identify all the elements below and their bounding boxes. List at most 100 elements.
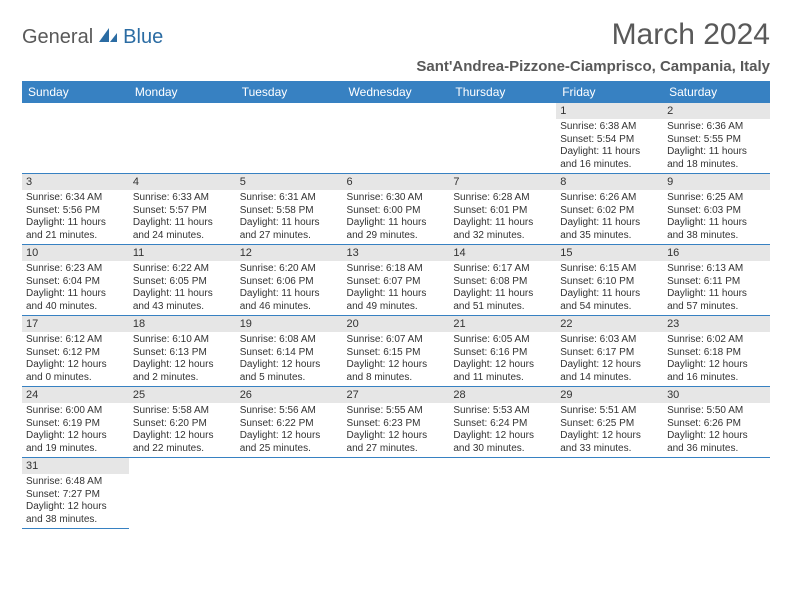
- calendar-cell: 12Sunrise: 6:20 AMSunset: 6:06 PMDayligh…: [236, 245, 343, 316]
- calendar-cell: [343, 103, 450, 174]
- day-number: 23: [663, 316, 770, 332]
- day-number: 2: [663, 103, 770, 119]
- day-number: 10: [22, 245, 129, 261]
- calendar-cell: 1Sunrise: 6:38 AMSunset: 5:54 PMDaylight…: [556, 103, 663, 174]
- calendar-cell: 5Sunrise: 6:31 AMSunset: 5:58 PMDaylight…: [236, 174, 343, 245]
- day-number: 30: [663, 387, 770, 403]
- day-number: 8: [556, 174, 663, 190]
- calendar-cell: 9Sunrise: 6:25 AMSunset: 6:03 PMDaylight…: [663, 174, 770, 245]
- day-number: 25: [129, 387, 236, 403]
- day-details: Sunrise: 5:55 AMSunset: 6:23 PMDaylight:…: [343, 403, 450, 457]
- calendar-cell: [343, 458, 450, 529]
- day-details: Sunrise: 6:23 AMSunset: 6:04 PMDaylight:…: [22, 261, 129, 315]
- day-number: 12: [236, 245, 343, 261]
- day-number: 29: [556, 387, 663, 403]
- day-details: Sunrise: 6:07 AMSunset: 6:15 PMDaylight:…: [343, 332, 450, 386]
- day-details: Sunrise: 6:34 AMSunset: 5:56 PMDaylight:…: [22, 190, 129, 244]
- day-details: Sunrise: 6:17 AMSunset: 6:08 PMDaylight:…: [449, 261, 556, 315]
- day-number: 6: [343, 174, 450, 190]
- day-details: Sunrise: 6:02 AMSunset: 6:18 PMDaylight:…: [663, 332, 770, 386]
- calendar-cell: 6Sunrise: 6:30 AMSunset: 6:00 PMDaylight…: [343, 174, 450, 245]
- calendar-cell: 21Sunrise: 6:05 AMSunset: 6:16 PMDayligh…: [449, 316, 556, 387]
- day-details: Sunrise: 6:22 AMSunset: 6:05 PMDaylight:…: [129, 261, 236, 315]
- day-number: 31: [22, 458, 129, 474]
- title-block: March 2024 Sant'Andrea-Pizzone-Ciamprisc…: [416, 18, 770, 75]
- day-number: 22: [556, 316, 663, 332]
- day-details: Sunrise: 5:53 AMSunset: 6:24 PMDaylight:…: [449, 403, 556, 457]
- day-number: 17: [22, 316, 129, 332]
- calendar-cell: 18Sunrise: 6:10 AMSunset: 6:13 PMDayligh…: [129, 316, 236, 387]
- day-number: 19: [236, 316, 343, 332]
- calendar-cell: 25Sunrise: 5:58 AMSunset: 6:20 PMDayligh…: [129, 387, 236, 458]
- calendar-row: 24Sunrise: 6:00 AMSunset: 6:19 PMDayligh…: [22, 387, 770, 458]
- calendar-cell: 30Sunrise: 5:50 AMSunset: 6:26 PMDayligh…: [663, 387, 770, 458]
- day-details: Sunrise: 5:56 AMSunset: 6:22 PMDaylight:…: [236, 403, 343, 457]
- day-number: 21: [449, 316, 556, 332]
- day-details: Sunrise: 6:05 AMSunset: 6:16 PMDaylight:…: [449, 332, 556, 386]
- day-details: Sunrise: 6:10 AMSunset: 6:13 PMDaylight:…: [129, 332, 236, 386]
- day-details: Sunrise: 6:15 AMSunset: 6:10 PMDaylight:…: [556, 261, 663, 315]
- day-details: Sunrise: 6:26 AMSunset: 6:02 PMDaylight:…: [556, 190, 663, 244]
- day-number: 3: [22, 174, 129, 190]
- calendar-cell: [236, 103, 343, 174]
- dayhead-saturday: Saturday: [663, 81, 770, 103]
- calendar-cell: [556, 458, 663, 529]
- calendar-cell: 3Sunrise: 6:34 AMSunset: 5:56 PMDaylight…: [22, 174, 129, 245]
- day-details: Sunrise: 6:38 AMSunset: 5:54 PMDaylight:…: [556, 119, 663, 173]
- day-number: 28: [449, 387, 556, 403]
- calendar-cell: 8Sunrise: 6:26 AMSunset: 6:02 PMDaylight…: [556, 174, 663, 245]
- calendar-cell: [663, 458, 770, 529]
- calendar-cell: 23Sunrise: 6:02 AMSunset: 6:18 PMDayligh…: [663, 316, 770, 387]
- day-details: Sunrise: 6:20 AMSunset: 6:06 PMDaylight:…: [236, 261, 343, 315]
- dayhead-tuesday: Tuesday: [236, 81, 343, 103]
- calendar-cell: 11Sunrise: 6:22 AMSunset: 6:05 PMDayligh…: [129, 245, 236, 316]
- day-number: 9: [663, 174, 770, 190]
- day-header-row: Sunday Monday Tuesday Wednesday Thursday…: [22, 81, 770, 103]
- month-title: March 2024: [416, 18, 770, 52]
- day-details: Sunrise: 6:00 AMSunset: 6:19 PMDaylight:…: [22, 403, 129, 457]
- calendar-cell: 7Sunrise: 6:28 AMSunset: 6:01 PMDaylight…: [449, 174, 556, 245]
- calendar-row: 10Sunrise: 6:23 AMSunset: 6:04 PMDayligh…: [22, 245, 770, 316]
- day-details: Sunrise: 6:13 AMSunset: 6:11 PMDaylight:…: [663, 261, 770, 315]
- logo-text-general: General: [22, 26, 93, 49]
- dayhead-monday: Monday: [129, 81, 236, 103]
- calendar-cell: 22Sunrise: 6:03 AMSunset: 6:17 PMDayligh…: [556, 316, 663, 387]
- calendar-cell: 27Sunrise: 5:55 AMSunset: 6:23 PMDayligh…: [343, 387, 450, 458]
- calendar-cell: [129, 103, 236, 174]
- calendar-cell: 2Sunrise: 6:36 AMSunset: 5:55 PMDaylight…: [663, 103, 770, 174]
- day-details: Sunrise: 6:33 AMSunset: 5:57 PMDaylight:…: [129, 190, 236, 244]
- header: General Blue March 2024 Sant'Andrea-Pizz…: [22, 18, 770, 75]
- day-details: Sunrise: 5:51 AMSunset: 6:25 PMDaylight:…: [556, 403, 663, 457]
- calendar-row: 31Sunrise: 6:48 AMSunset: 7:27 PMDayligh…: [22, 458, 770, 529]
- calendar-cell: 24Sunrise: 6:00 AMSunset: 6:19 PMDayligh…: [22, 387, 129, 458]
- day-number: 1: [556, 103, 663, 119]
- calendar-cell: [22, 103, 129, 174]
- day-details: Sunrise: 6:28 AMSunset: 6:01 PMDaylight:…: [449, 190, 556, 244]
- day-details: Sunrise: 6:12 AMSunset: 6:12 PMDaylight:…: [22, 332, 129, 386]
- calendar-row: 1Sunrise: 6:38 AMSunset: 5:54 PMDaylight…: [22, 103, 770, 174]
- day-number: 26: [236, 387, 343, 403]
- day-number: 18: [129, 316, 236, 332]
- day-details: Sunrise: 6:30 AMSunset: 6:00 PMDaylight:…: [343, 190, 450, 244]
- day-number: 16: [663, 245, 770, 261]
- day-number: 11: [129, 245, 236, 261]
- calendar-cell: [449, 458, 556, 529]
- day-details: Sunrise: 5:50 AMSunset: 6:26 PMDaylight:…: [663, 403, 770, 457]
- calendar-cell: 13Sunrise: 6:18 AMSunset: 6:07 PMDayligh…: [343, 245, 450, 316]
- calendar-cell: 19Sunrise: 6:08 AMSunset: 6:14 PMDayligh…: [236, 316, 343, 387]
- calendar-cell: [236, 458, 343, 529]
- calendar-cell: 26Sunrise: 5:56 AMSunset: 6:22 PMDayligh…: [236, 387, 343, 458]
- location-text: Sant'Andrea-Pizzone-Ciamprisco, Campania…: [416, 58, 770, 75]
- logo-sail-icon: [97, 26, 119, 49]
- day-number: 14: [449, 245, 556, 261]
- day-details: Sunrise: 6:08 AMSunset: 6:14 PMDaylight:…: [236, 332, 343, 386]
- day-details: Sunrise: 6:25 AMSunset: 6:03 PMDaylight:…: [663, 190, 770, 244]
- day-details: Sunrise: 6:36 AMSunset: 5:55 PMDaylight:…: [663, 119, 770, 173]
- calendar-cell: 16Sunrise: 6:13 AMSunset: 6:11 PMDayligh…: [663, 245, 770, 316]
- calendar-cell: 14Sunrise: 6:17 AMSunset: 6:08 PMDayligh…: [449, 245, 556, 316]
- dayhead-thursday: Thursday: [449, 81, 556, 103]
- day-number: 4: [129, 174, 236, 190]
- day-details: Sunrise: 6:48 AMSunset: 7:27 PMDaylight:…: [22, 474, 129, 528]
- dayhead-friday: Friday: [556, 81, 663, 103]
- calendar-cell: 10Sunrise: 6:23 AMSunset: 6:04 PMDayligh…: [22, 245, 129, 316]
